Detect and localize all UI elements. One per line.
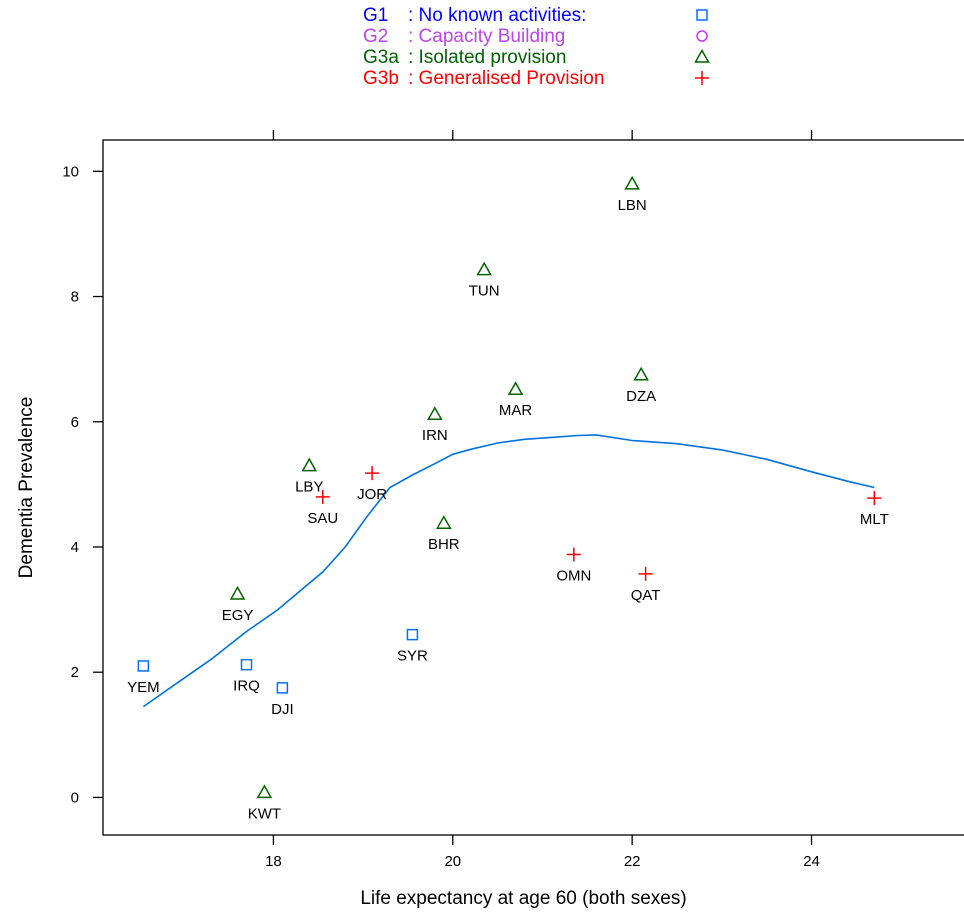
legend-description: : Capacity Building (408, 26, 565, 47)
data-point-sau: SAU (307, 489, 338, 527)
legend-symbol-plus (695, 71, 709, 85)
data-point-syr: SYR (397, 628, 428, 665)
legend-description: : Generalised Provision (408, 68, 604, 89)
point-marker-triangle (427, 406, 443, 420)
legend-item-g1: G1 : No known activities: (363, 5, 708, 26)
legend-description: : No known activities: (408, 5, 586, 26)
x-tick-label: 24 (803, 853, 820, 870)
legend: G1 : No known activities: G2 : Capacity Bui… (363, 5, 710, 89)
data-point-bhr: BHR (428, 515, 460, 553)
legend-item-g3a: G3a : Isolated provision (363, 47, 710, 68)
y-tick-label: 6 (71, 414, 79, 431)
point-label: KWT (248, 805, 281, 822)
data-point-kwt: KWT (248, 784, 281, 822)
x-tick-label: 22 (624, 853, 641, 870)
data-point-qat: QAT (631, 566, 661, 604)
legend-code: G1 (363, 5, 388, 26)
point-label: SYR (397, 648, 428, 665)
point-marker-triangle (436, 515, 452, 529)
axis-ticks (93, 130, 813, 845)
data-point-omn: OMN (556, 547, 591, 584)
legend-code: G3b (363, 68, 399, 89)
data-point-dza: DZA (626, 366, 656, 405)
point-marker-plus (566, 547, 581, 562)
point-label: MLT (860, 511, 889, 528)
point-label: DJI (271, 701, 294, 718)
data-point-lbn: LBN (618, 175, 647, 214)
point-label: OMN (556, 567, 591, 584)
x-axis-label: Life expectancy at age 60 (both sexes) (360, 888, 686, 909)
y-tick-label: 2 (71, 664, 79, 681)
legend-description: : Isolated provision (408, 47, 566, 68)
data-point-jor: JOR (357, 466, 387, 503)
point-marker-plus (867, 491, 882, 506)
x-tick-label: 18 (265, 853, 282, 870)
point-marker-square (240, 658, 253, 671)
data-point-irn: IRN (422, 406, 448, 444)
smooth-line (142, 434, 875, 708)
point-label: TUN (469, 283, 500, 300)
data-point-mlt: MLT (860, 491, 889, 528)
point-marker-triangle (633, 366, 649, 381)
legend-code: G3a (363, 47, 399, 68)
point-label: BHR (428, 536, 460, 553)
data-points: YEM IRQ DJI SYR EGY KWT LBY IRN BHR TUN MAR LBN DZA S… (127, 175, 889, 822)
plot-frame (102, 139, 964, 836)
point-label: LBY (295, 479, 323, 496)
point-label: JOR (357, 486, 387, 503)
point-marker-triangle (256, 784, 273, 799)
legend-symbol-square (696, 9, 708, 21)
point-marker-triangle (507, 381, 524, 395)
point-marker-square (276, 682, 289, 694)
y-axis-label: Dementia Prevalence (16, 397, 37, 579)
legend-code: G2 (363, 26, 388, 47)
point-label: DZA (626, 388, 656, 405)
y-tick-label: 4 (71, 539, 79, 556)
data-point-mar: MAR (499, 381, 533, 419)
legend-item-g3b: G3b : Generalised Provision (363, 68, 709, 89)
legend-symbol-triangle (694, 48, 710, 63)
data-point-dji: DJI (271, 682, 294, 718)
point-label: SAU (307, 510, 338, 527)
y-tick-label: 8 (71, 289, 79, 306)
point-label: IRN (422, 427, 448, 444)
data-point-egy: EGY (222, 585, 254, 624)
point-label: QAT (631, 587, 661, 604)
point-marker-plus (365, 466, 380, 481)
data-point-tun: TUN (469, 261, 500, 300)
point-label: YEM (127, 679, 160, 696)
y-tick-label: 10 (62, 163, 79, 180)
legend-item-g2: G2 : Capacity Building (363, 26, 708, 47)
legend-symbol-circle (696, 30, 708, 42)
point-marker-triangle (301, 457, 318, 472)
point-marker-triangle (229, 585, 246, 600)
point-marker-plus (315, 489, 330, 504)
point-label: EGY (222, 607, 254, 624)
point-marker-triangle (476, 261, 492, 276)
point-marker-triangle (624, 175, 640, 190)
point-label: MAR (499, 402, 533, 419)
point-marker-square (406, 628, 419, 641)
data-point-yem: YEM (127, 660, 160, 696)
data-point-irq: IRQ (233, 658, 260, 695)
y-tick-label: 0 (71, 789, 79, 806)
point-label: IRQ (233, 678, 260, 695)
data-point-lby: LBY (295, 457, 323, 496)
x-tick-label: 20 (444, 853, 461, 870)
point-marker-plus (638, 566, 653, 581)
point-marker-square (137, 660, 150, 672)
point-label: LBN (618, 197, 647, 214)
